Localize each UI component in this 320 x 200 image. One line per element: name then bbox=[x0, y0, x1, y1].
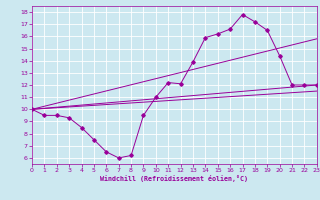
X-axis label: Windchill (Refroidissement éolien,°C): Windchill (Refroidissement éolien,°C) bbox=[100, 175, 248, 182]
